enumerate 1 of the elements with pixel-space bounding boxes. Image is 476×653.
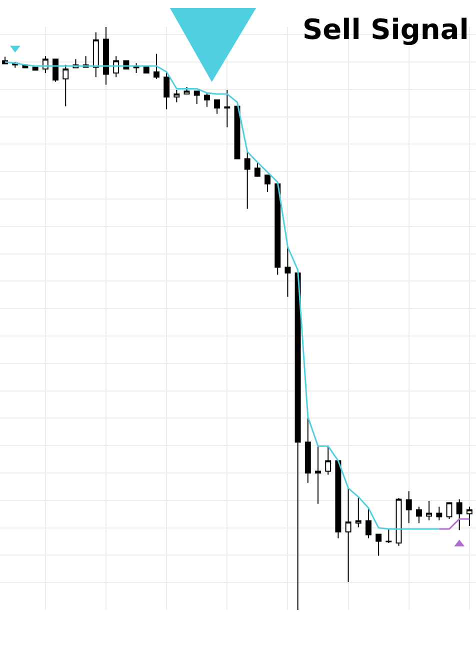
chart-title: Sell Signal xyxy=(302,13,469,46)
